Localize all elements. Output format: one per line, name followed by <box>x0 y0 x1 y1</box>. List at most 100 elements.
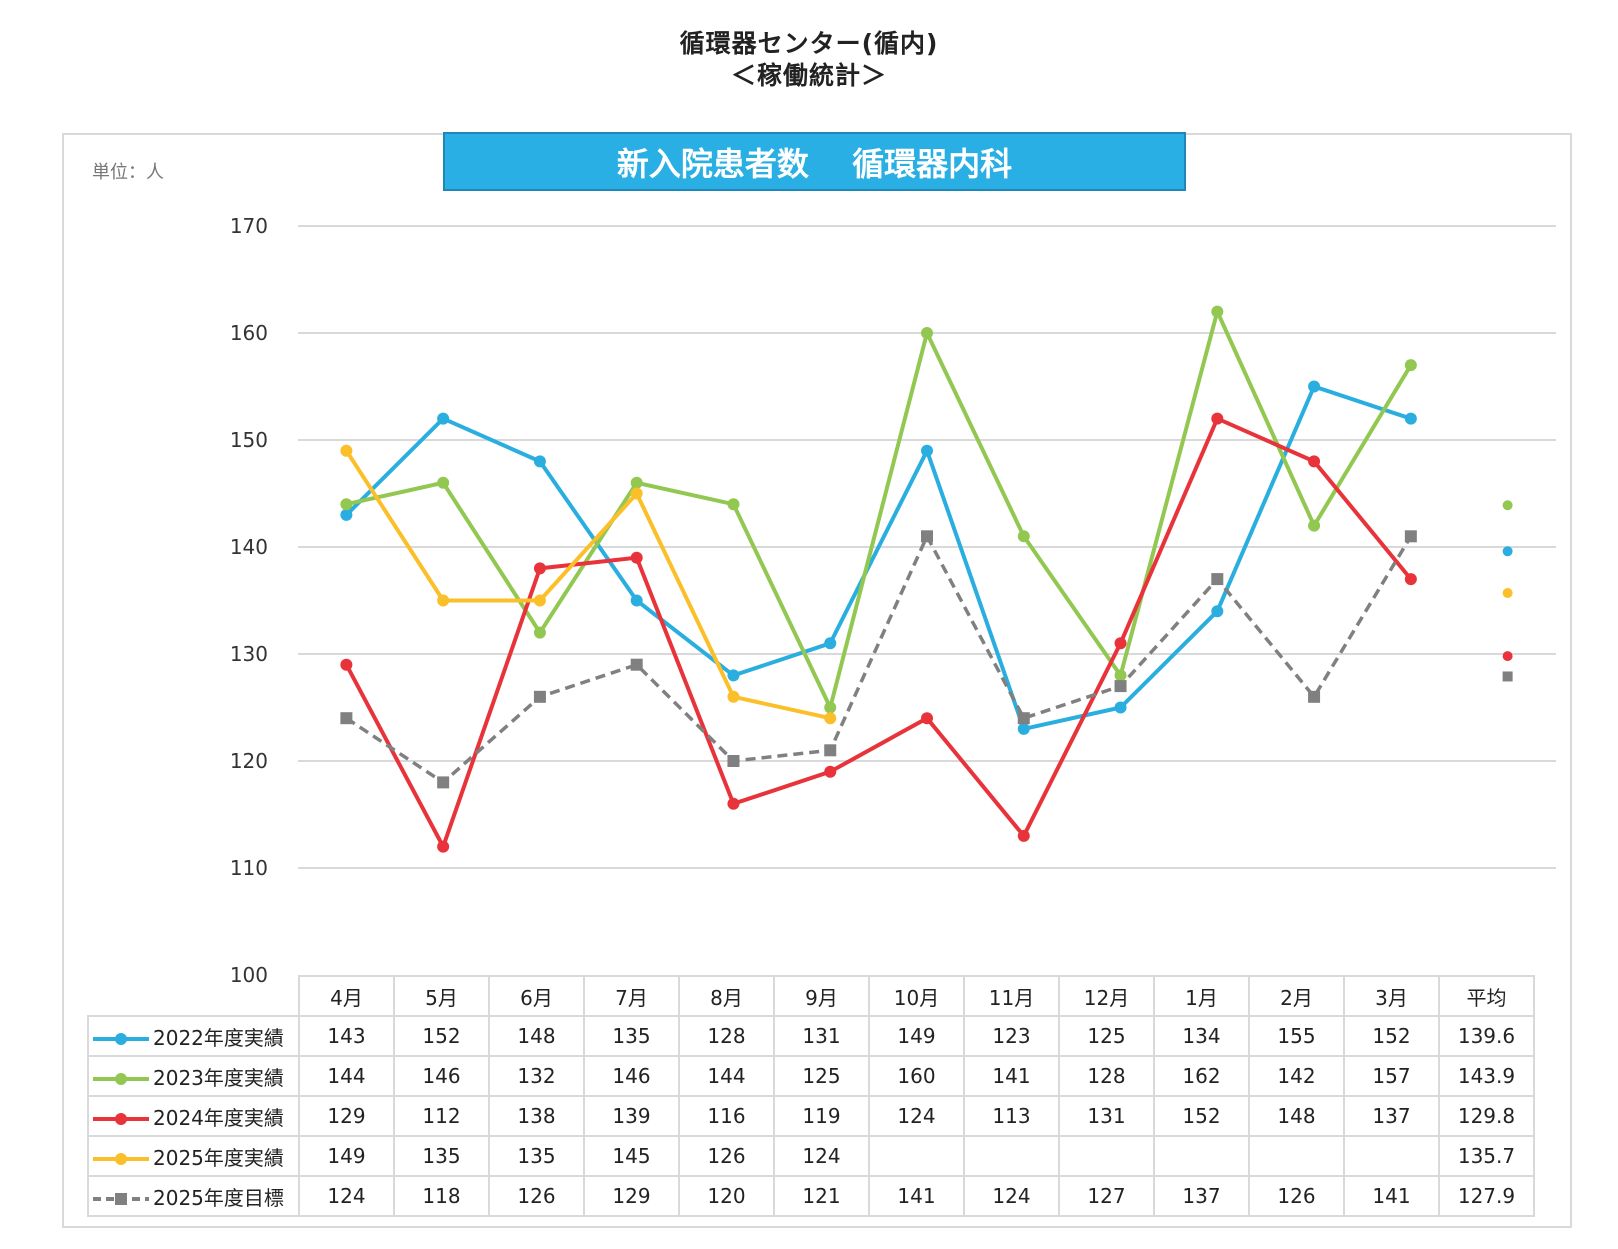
table-cell: 141 <box>1343 1175 1440 1217</box>
data-point <box>533 626 546 639</box>
chart-title: 新入院患者数 循環器内科 <box>443 132 1186 191</box>
legend-entry: 2023年度実績 <box>87 1055 300 1097</box>
table-cell: 152 <box>393 1015 490 1057</box>
y-tick-label: 120 <box>230 749 268 773</box>
y-tick-label: 150 <box>230 428 268 452</box>
table-cell: 146 <box>393 1055 490 1097</box>
table-cell: 146 <box>583 1055 680 1097</box>
table-cell: 162 <box>1153 1055 1250 1097</box>
table-cell: 137 <box>1343 1095 1440 1137</box>
data-point <box>437 776 450 789</box>
table-row: 2022年度実績 143 152 148 135 128 131 149 123 125 134 15… <box>87 1015 1535 1057</box>
unit-label: 単位：人 <box>92 162 164 183</box>
data-point <box>630 476 643 489</box>
month-header: 8月 <box>678 975 775 1017</box>
average-cell: 127.9 <box>1438 1175 1535 1217</box>
data-point <box>1404 530 1417 543</box>
table-cell: 128 <box>678 1015 775 1057</box>
average-cell: 143.9 <box>1438 1055 1535 1097</box>
table-cell <box>1153 1135 1250 1177</box>
table-cell: 149 <box>868 1015 965 1057</box>
table-row: 2024年度実績 129 112 138 139 116 119 124 113 131 152 14… <box>87 1095 1535 1137</box>
data-point <box>1114 680 1127 693</box>
table-cell: 123 <box>963 1015 1060 1057</box>
data-point <box>340 498 353 511</box>
month-header: 4月 <box>298 975 395 1017</box>
y-tick-label: 170 <box>230 214 268 238</box>
data-point <box>1308 455 1321 468</box>
table-cell: 157 <box>1343 1055 1440 1097</box>
data-point <box>437 840 450 853</box>
data-point <box>727 755 740 767</box>
table-cell: 113 <box>963 1095 1060 1137</box>
data-point <box>1114 669 1127 682</box>
legend-swatch <box>93 1113 149 1125</box>
data-point <box>1308 519 1321 532</box>
average-point <box>1502 546 1513 557</box>
month-header: 7月 <box>583 975 680 1017</box>
legend-swatch <box>93 1073 149 1085</box>
table-cell: 144 <box>678 1055 775 1097</box>
data-point <box>437 412 450 425</box>
table-cell: 116 <box>678 1095 775 1137</box>
month-header: 3月 <box>1343 975 1440 1017</box>
series-line <box>345 305 1413 714</box>
table-cell: 141 <box>963 1055 1060 1097</box>
table-cell: 129 <box>298 1095 395 1137</box>
average-cell: 139.6 <box>1438 1015 1535 1057</box>
data-point <box>824 701 837 714</box>
table-cell: 120 <box>678 1175 775 1217</box>
data-point <box>630 487 643 500</box>
table-cell: 145 <box>583 1135 680 1177</box>
month-header: 6月 <box>488 975 585 1017</box>
series-line <box>344 384 1412 732</box>
data-point <box>1114 701 1127 714</box>
legend-label: 2022年度実績 <box>153 1025 284 1050</box>
average-point <box>1502 588 1513 599</box>
average-cell: 129.8 <box>1438 1095 1535 1137</box>
y-tick-label: 110 <box>230 856 268 880</box>
table-cell: 128 <box>1058 1055 1155 1097</box>
table-cell <box>1248 1135 1345 1177</box>
table-cell: 155 <box>1248 1015 1345 1057</box>
y-tick-label: 160 <box>230 321 268 345</box>
data-table: 4月 5月 6月 7月 8月 9月 10月 11月 12月 1月 2月 3月 平均 2022年度実績 143… <box>87 975 1535 1217</box>
table-cell: 141 <box>868 1175 965 1217</box>
data-point <box>340 508 353 521</box>
data-point <box>1017 829 1030 842</box>
table-cell: 125 <box>1058 1015 1155 1057</box>
month-header: 5月 <box>393 975 490 1017</box>
table-cell: 124 <box>963 1175 1060 1217</box>
legend-entry: 2025年度実績 <box>87 1135 300 1177</box>
legend-label: 2025年度実績 <box>153 1145 284 1170</box>
table-cell: 139 <box>583 1095 680 1137</box>
data-point <box>1211 573 1224 586</box>
table-cell: 148 <box>1248 1095 1345 1137</box>
data-point <box>533 594 546 607</box>
data-point <box>1404 573 1417 586</box>
header-subtitle: ＜稼働統計＞ <box>730 61 887 90</box>
table-cell: 124 <box>298 1175 395 1217</box>
month-header: 9月 <box>773 975 870 1017</box>
data-point <box>340 712 353 725</box>
table-cell: 144 <box>298 1055 395 1097</box>
table-cell: 138 <box>488 1095 585 1137</box>
table-cell: 124 <box>868 1095 965 1137</box>
data-point <box>630 551 643 564</box>
table-cell: 152 <box>1343 1015 1440 1057</box>
month-header: 11月 <box>963 975 1060 1017</box>
table-cell: 121 <box>773 1175 870 1217</box>
legend-swatch <box>93 1033 149 1045</box>
data-point <box>1114 637 1127 650</box>
data-point <box>921 444 933 457</box>
data-point <box>1211 412 1224 425</box>
data-point <box>437 476 450 489</box>
data-point <box>340 658 353 671</box>
table-cell: 152 <box>1153 1095 1250 1137</box>
data-point <box>727 669 740 682</box>
series-line <box>344 449 831 721</box>
table-cell: 126 <box>488 1175 585 1217</box>
table-cell: 129 <box>583 1175 680 1217</box>
table-row: 2023年度実績 144 146 132 146 144 125 160 141 128 162 14… <box>87 1055 1535 1097</box>
